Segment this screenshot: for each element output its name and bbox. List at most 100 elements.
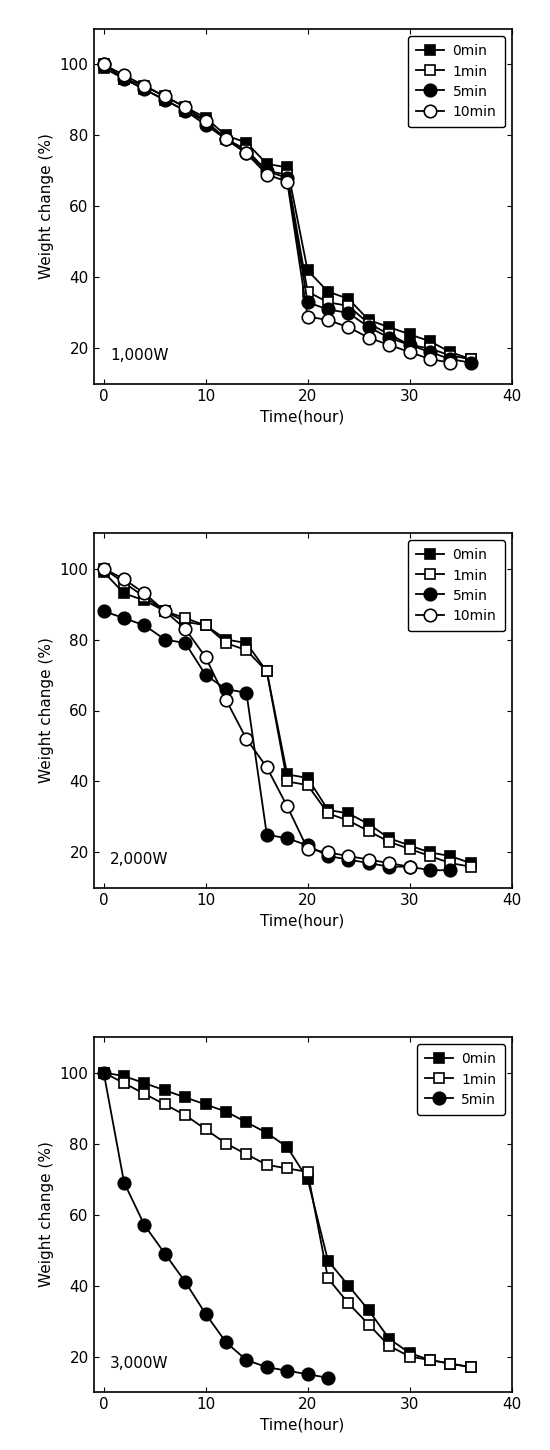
0min (202, 1096, 209, 1114)
0min (386, 1330, 393, 1347)
5min (162, 91, 168, 109)
1min (447, 347, 454, 364)
5min (263, 162, 270, 180)
10min (182, 99, 189, 116)
5min (182, 1273, 189, 1290)
0min (121, 584, 128, 602)
0min (304, 770, 311, 787)
0min (182, 1089, 189, 1106)
5min (162, 631, 168, 648)
5min (304, 1366, 311, 1383)
10min (202, 648, 209, 666)
1min (202, 616, 209, 634)
1min (386, 1337, 393, 1354)
1min (365, 822, 372, 840)
5min (447, 861, 454, 879)
1min (406, 1348, 413, 1366)
10min (243, 145, 250, 162)
10min (121, 67, 128, 84)
1min (263, 1156, 270, 1173)
1min (304, 776, 311, 793)
Line: 0min: 0min (99, 64, 476, 364)
0min (162, 88, 168, 106)
1min (223, 634, 229, 651)
1min (263, 663, 270, 680)
1min (427, 1351, 433, 1369)
Line: 1min: 1min (99, 564, 476, 871)
Legend: 0min, 1min, 5min, 10min: 0min, 1min, 5min, 10min (408, 36, 504, 128)
Text: 2,000W: 2,000W (110, 851, 169, 867)
5min (243, 684, 250, 702)
5min (101, 1064, 107, 1082)
0min (121, 1067, 128, 1085)
0min (427, 844, 433, 861)
10min (365, 329, 372, 347)
Legend: 0min, 1min, 5min, 10min: 0min, 1min, 5min, 10min (408, 539, 504, 631)
1min (284, 165, 290, 183)
Line: 1min: 1min (99, 1067, 476, 1372)
0min (162, 1082, 168, 1099)
1min (121, 1074, 128, 1092)
0min (447, 344, 454, 361)
0min (386, 829, 393, 847)
10min (447, 354, 454, 371)
0min (406, 1344, 413, 1362)
10min (121, 570, 128, 587)
0min (345, 1277, 351, 1295)
0min (263, 155, 270, 173)
5min (345, 304, 351, 322)
5min (121, 1174, 128, 1192)
1min (468, 1359, 474, 1376)
10min (365, 851, 372, 869)
10min (304, 840, 311, 857)
0min (284, 766, 290, 783)
0min (223, 1103, 229, 1121)
0min (447, 847, 454, 864)
5min (243, 145, 250, 162)
1min (101, 560, 107, 577)
1min (468, 858, 474, 876)
10min (101, 560, 107, 577)
Y-axis label: Weight change (%): Weight change (%) (39, 1141, 54, 1288)
0min (243, 133, 250, 151)
1min (365, 1315, 372, 1333)
10min (263, 758, 270, 776)
1min (223, 130, 229, 148)
0min (386, 319, 393, 336)
5min (162, 1246, 168, 1263)
0min (427, 1351, 433, 1369)
1min (284, 1160, 290, 1177)
5min (223, 130, 229, 148)
0min (365, 312, 372, 329)
5min (304, 837, 311, 854)
0min (101, 564, 107, 581)
5min (406, 336, 413, 354)
10min (345, 319, 351, 336)
1min (345, 812, 351, 829)
0min (263, 663, 270, 680)
10min (406, 344, 413, 361)
1min (427, 339, 433, 357)
5min (324, 847, 331, 864)
1min (284, 773, 290, 790)
Line: 1min: 1min (99, 59, 476, 364)
10min (427, 351, 433, 368)
0min (468, 1359, 474, 1376)
10min (223, 692, 229, 709)
1min (223, 1135, 229, 1153)
5min (386, 329, 393, 347)
10min (345, 847, 351, 864)
10min (202, 113, 209, 130)
0min (263, 1124, 270, 1141)
5min (284, 829, 290, 847)
10min (324, 312, 331, 329)
X-axis label: Time(hour): Time(hour) (260, 1418, 345, 1433)
10min (284, 173, 290, 190)
5min (263, 826, 270, 844)
1min (101, 55, 107, 72)
1min (304, 283, 311, 300)
X-axis label: Time(hour): Time(hour) (260, 914, 345, 928)
0min (406, 837, 413, 854)
Line: 5min: 5min (97, 605, 456, 876)
10min (324, 844, 331, 861)
